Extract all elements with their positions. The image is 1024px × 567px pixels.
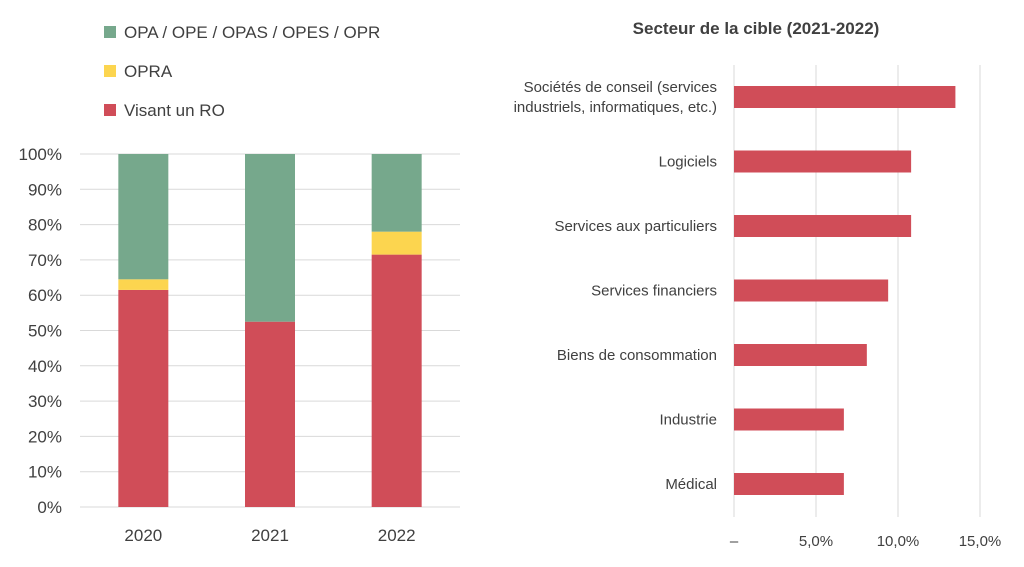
y-tick-label: 10% bbox=[28, 463, 62, 482]
category-label: Services financiers bbox=[591, 283, 717, 300]
x-tick-label: 15,0% bbox=[959, 533, 1002, 550]
legend-label: OPRA bbox=[124, 62, 173, 81]
y-tick-label: 30% bbox=[28, 392, 62, 411]
y-tick-label: 40% bbox=[28, 357, 62, 376]
x-tick-label: 10,0% bbox=[877, 533, 920, 550]
category-label: Sociétés de conseil (services bbox=[524, 79, 717, 96]
bar bbox=[734, 344, 867, 366]
bar bbox=[734, 150, 912, 173]
category-label: Industrie bbox=[659, 412, 717, 429]
x-tick-label: 2020 bbox=[124, 526, 162, 545]
bar-segment bbox=[371, 154, 422, 232]
category-label: Logiciels bbox=[659, 154, 717, 171]
bar-segment bbox=[118, 279, 169, 290]
bar-segment bbox=[371, 254, 422, 507]
y-tick-label: 90% bbox=[28, 180, 62, 199]
bar-segment bbox=[118, 289, 169, 507]
y-tick-label: 20% bbox=[28, 427, 62, 446]
legend-swatch bbox=[104, 104, 116, 116]
horizontal-bar-chart: Secteur de la cible (2021-2022) – 5,0% 10,0… bbox=[514, 19, 1002, 550]
category-label: Biens de consommation bbox=[557, 347, 717, 364]
y-tick-label: 80% bbox=[28, 216, 62, 235]
bar bbox=[734, 408, 844, 431]
x-tick-label: 2022 bbox=[378, 526, 416, 545]
bar bbox=[734, 473, 844, 495]
legend-swatch bbox=[104, 26, 116, 38]
x-tick-label: 2021 bbox=[251, 526, 289, 545]
x-tick-label: – bbox=[730, 533, 739, 550]
y-tick-label: 60% bbox=[28, 286, 62, 305]
bar-segment bbox=[245, 154, 295, 322]
legend-label: OPA / OPE / OPAS / OPES / OPR bbox=[124, 23, 380, 42]
bar bbox=[734, 86, 956, 108]
bar bbox=[734, 279, 889, 302]
y-tick-label: 0% bbox=[37, 498, 62, 517]
bar-segment bbox=[245, 321, 295, 507]
legend-label: Visant un RO bbox=[124, 101, 225, 120]
y-tick-label: 50% bbox=[28, 322, 62, 341]
y-tick-label: 70% bbox=[28, 251, 62, 270]
bar-segment bbox=[118, 154, 169, 280]
y-tick-label: 100% bbox=[19, 145, 62, 164]
chart-title: Secteur de la cible (2021-2022) bbox=[633, 19, 880, 38]
category-label: industriels, informatiques, etc.) bbox=[514, 99, 717, 116]
bar bbox=[734, 215, 912, 237]
x-tick-label: 5,0% bbox=[799, 533, 833, 550]
category-label: Médical bbox=[665, 476, 717, 493]
stacked-bar-chart: 0% 10% 20% 30% 40% 50% 60% 70% 80% 90% 100% 2020 202… bbox=[19, 23, 460, 545]
bar-segment bbox=[371, 231, 422, 255]
legend-swatch bbox=[104, 65, 116, 77]
category-label: Services aux particuliers bbox=[554, 218, 717, 235]
